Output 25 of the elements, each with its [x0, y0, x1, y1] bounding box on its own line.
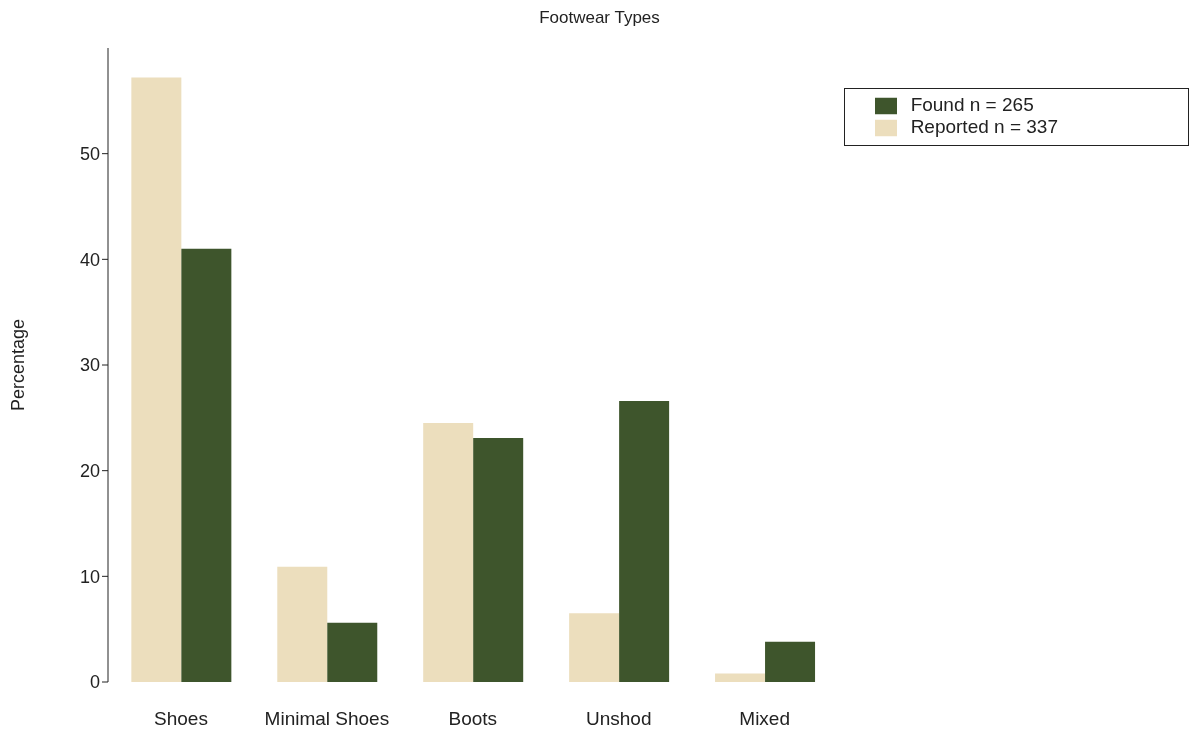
x-tick-label: Shoes	[154, 708, 208, 730]
bar	[569, 613, 620, 682]
bar	[277, 566, 328, 682]
bar	[131, 77, 182, 682]
bar	[423, 423, 474, 682]
y-tick-label: 20	[79, 461, 100, 482]
y-tick-label: 40	[79, 249, 100, 270]
bar	[765, 641, 816, 682]
bar	[327, 622, 378, 682]
y-tick-label: 50	[79, 144, 100, 165]
x-tick-label: Boots	[448, 708, 498, 730]
y-axis-title: Percentage	[8, 318, 29, 412]
bar	[473, 437, 524, 682]
y-tick-label: 10	[79, 566, 100, 587]
x-tick-label: Unshod	[585, 708, 652, 730]
bar	[619, 400, 670, 682]
x-tick-label: Minimal Shoes	[264, 708, 390, 730]
bar	[715, 673, 766, 682]
bar	[181, 248, 232, 682]
chart-title: Footwear Types	[538, 8, 661, 28]
x-tick-label: Mixed	[739, 708, 791, 730]
y-tick-label: 30	[79, 355, 100, 376]
legend-label: Found n = 265	[910, 94, 1034, 116]
legend-label: Reported n = 337	[910, 116, 1058, 138]
y-tick-label: 0	[89, 672, 100, 693]
